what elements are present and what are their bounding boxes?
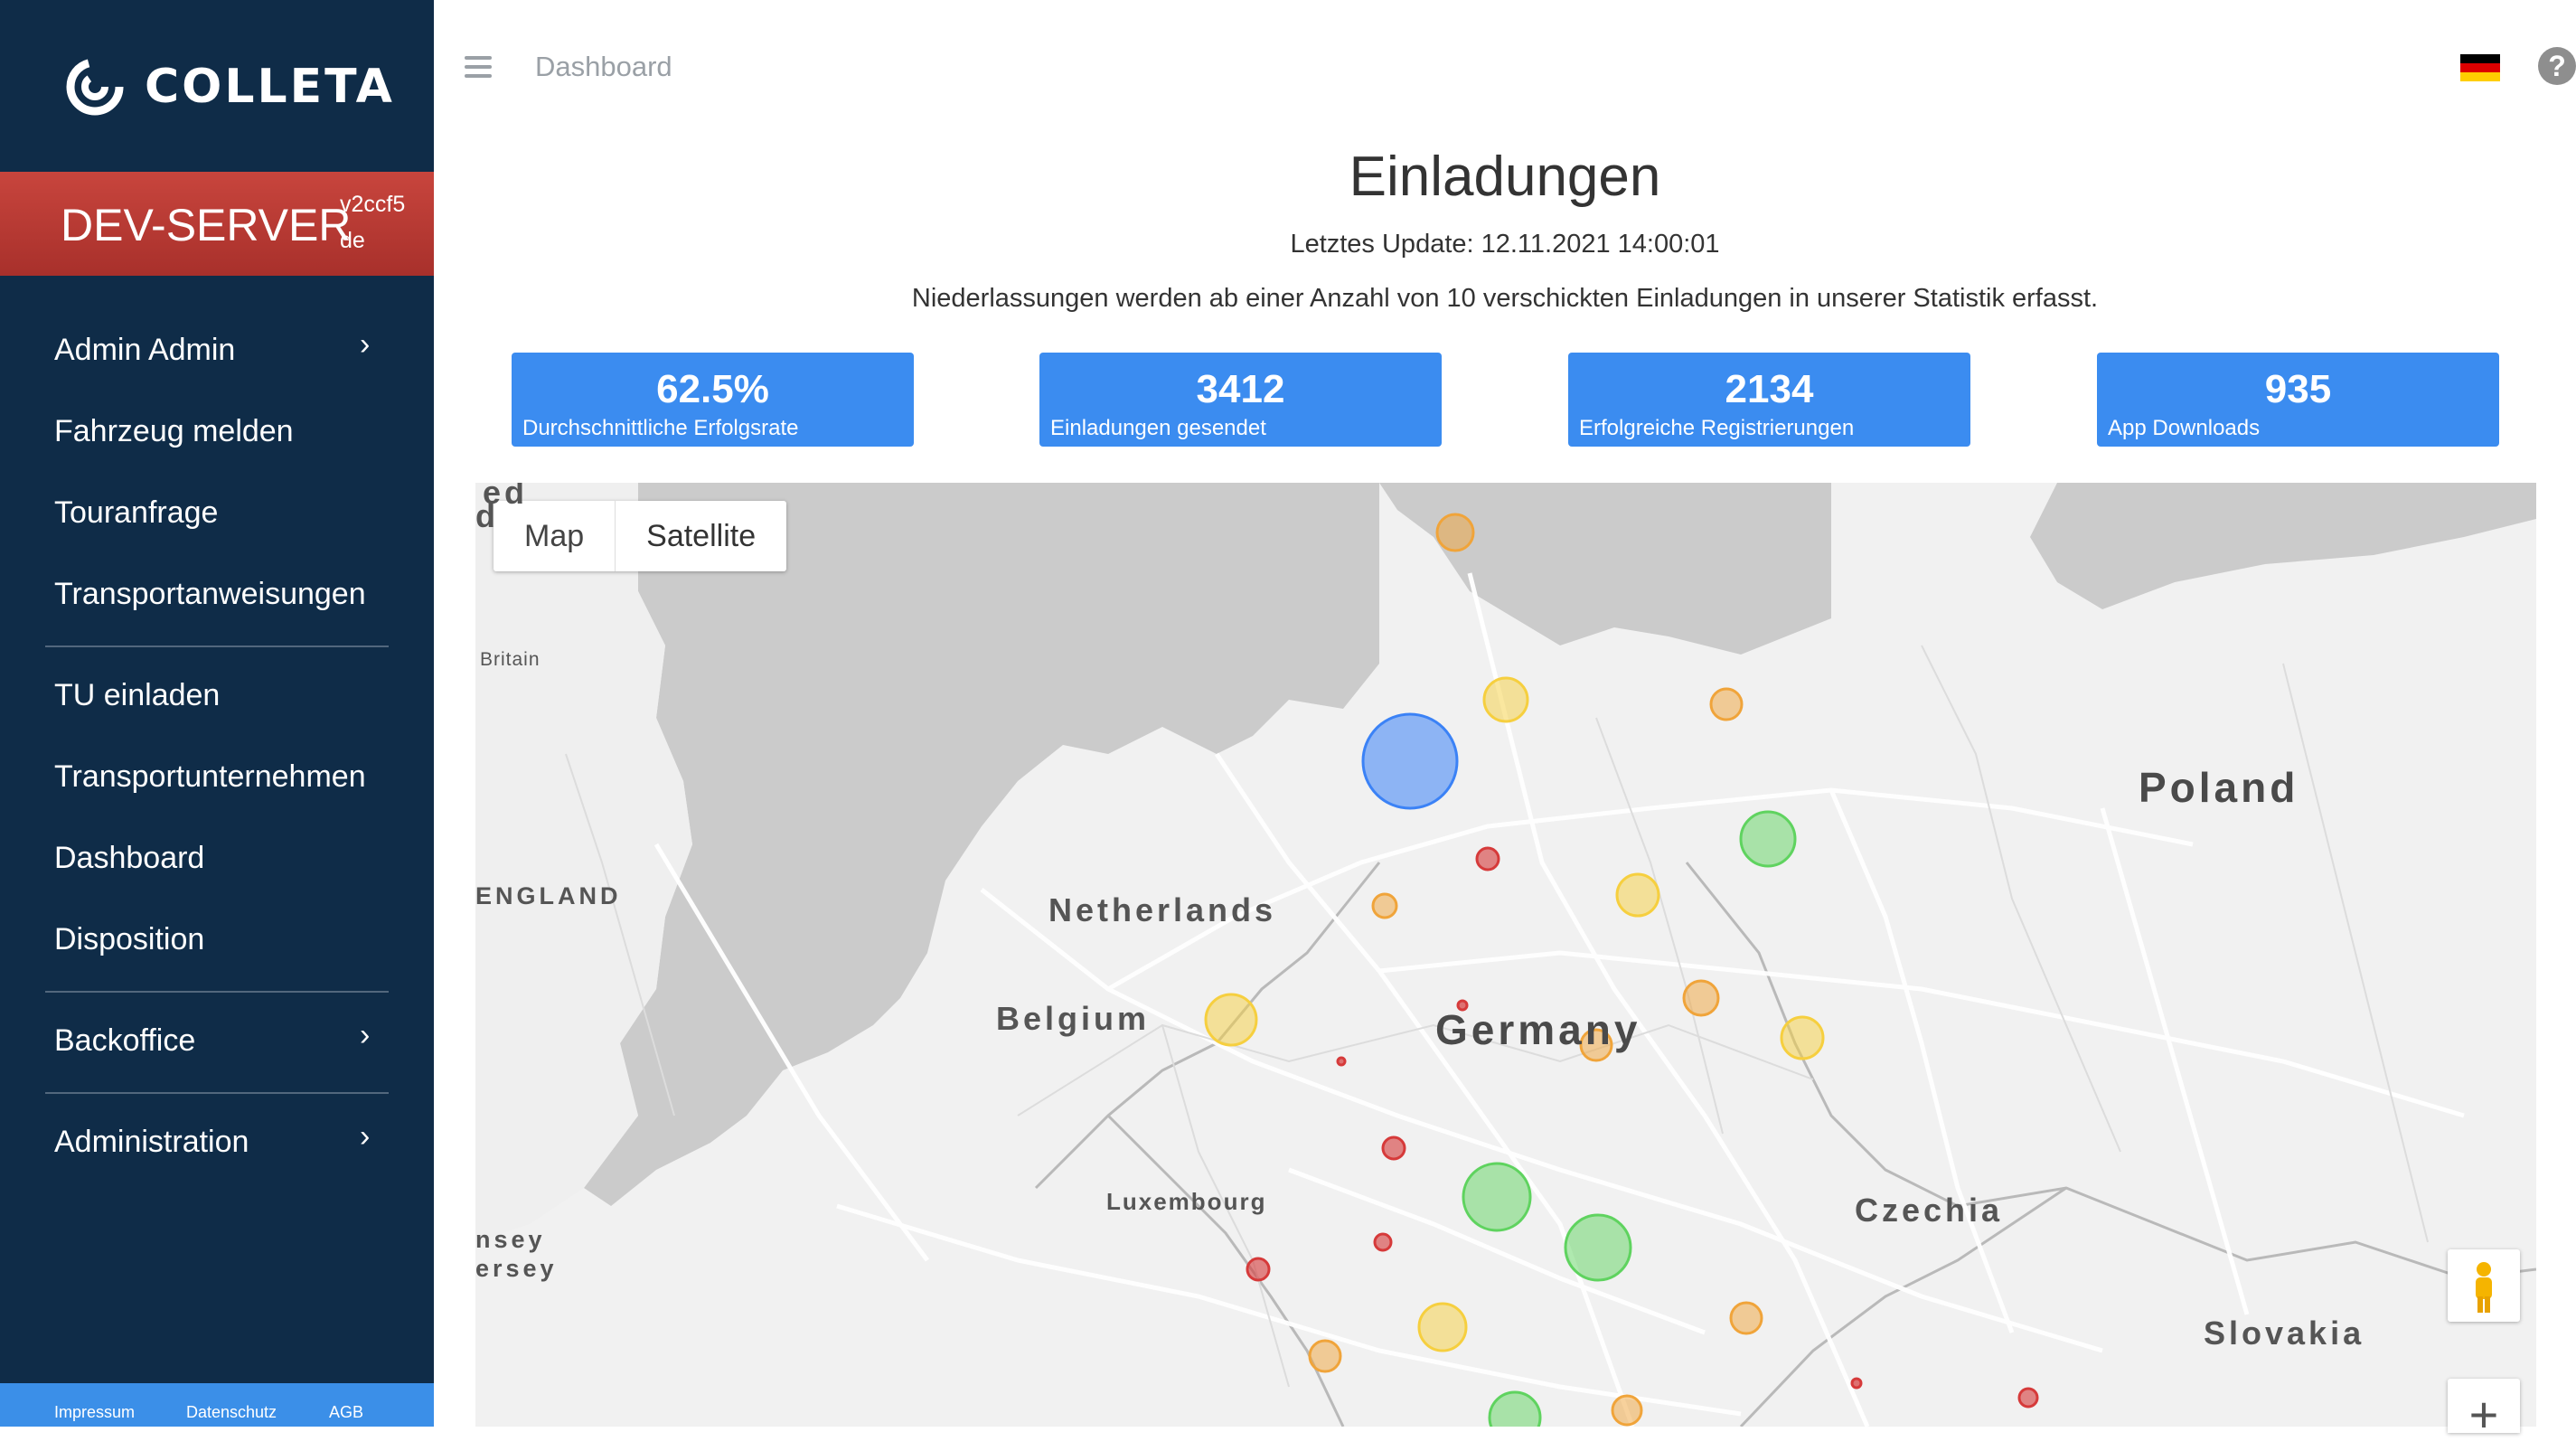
map-label-poland: Poland <box>2139 764 2299 811</box>
sidebar-item-admin-admin[interactable]: Admin Admin <box>54 333 236 367</box>
map-label-germany: Germany <box>1435 1006 1641 1053</box>
sidebar-item-transportunternehmen[interactable]: Transportunternehmen <box>54 759 366 794</box>
help-icon[interactable]: ? <box>2538 47 2576 85</box>
sidebar-item-backoffice[interactable]: Backoffice <box>54 1023 196 1058</box>
server-language: de <box>340 228 365 253</box>
chevron-right-icon[interactable]: › <box>360 1018 371 1052</box>
sidebar-item-dashboard[interactable]: Dashboard <box>54 841 205 875</box>
stat-label: Durchschnittliche Erfolgsrate <box>522 416 799 440</box>
nav-divider <box>45 991 389 993</box>
breadcrumb: Dashboard <box>535 51 672 82</box>
stat-value: 62.5% <box>656 367 769 411</box>
zoom-in-button[interactable]: + <box>2448 1379 2520 1443</box>
footer-link-agb[interactable]: AGB <box>329 1403 364 1421</box>
stat-value: 2134 <box>1725 367 1814 411</box>
footer-link-impressum[interactable]: Impressum <box>54 1403 136 1421</box>
map-background <box>475 483 2536 1427</box>
sidebar-item-fahrzeug-melden[interactable]: Fahrzeug melden <box>54 414 294 448</box>
sidebar-item-touranfrage[interactable]: Touranfrage <box>54 495 219 530</box>
chevron-right-icon[interactable]: › <box>360 1119 371 1154</box>
map-label-jersey: ersey <box>475 1255 558 1282</box>
map-label-slovakia: Slovakia <box>2204 1314 2365 1352</box>
stat-label: Einladungen gesendet <box>1050 416 1266 440</box>
brand-name: COLLETA <box>145 60 395 114</box>
hamburger-menu-icon[interactable] <box>465 56 492 78</box>
map-label-fragment: d <box>475 497 499 534</box>
stat-card-invitations-sent: 3412 Einladungen gesendet <box>1039 353 1442 447</box>
map-label-belgium: Belgium <box>996 1000 1151 1037</box>
sidebar-item-transportanweisungen[interactable]: Transportanweisungen <box>54 577 366 611</box>
brand-logo[interactable]: COLLETA <box>63 47 395 127</box>
street-view-pegman-icon[interactable] <box>2448 1249 2520 1322</box>
map-label-britain: Britain <box>480 649 541 670</box>
sidebar-item-tu-einladen[interactable]: TU einladen <box>54 678 221 712</box>
stat-value: 3412 <box>1196 367 1285 411</box>
stat-value: 935 <box>2264 367 2332 411</box>
sidebar-footer: Impressum Datenschutz AGB <box>0 1383 434 1427</box>
map-label-fragment: ed <box>483 483 529 511</box>
statistics-note: Niederlassungen werden ab einer Anzahl v… <box>911 284 2099 313</box>
last-update: Letztes Update: 12.11.2021 14:00:01 <box>1290 230 1720 259</box>
map-label-czechia: Czechia <box>1855 1192 2004 1229</box>
nav-divider <box>45 645 389 647</box>
sidebar: COLLETA DEV-SERVER v2ccf5 de Admin Admin… <box>0 0 434 1427</box>
invitation-map[interactable]: Map Satellite ed d Britain ENGLAND Polan… <box>475 483 2536 1427</box>
page-title: Einladungen <box>1349 146 1661 208</box>
sidebar-item-disposition[interactable]: Disposition <box>54 922 205 956</box>
map-label-netherlands: Netherlands <box>1048 891 1277 928</box>
server-name: DEV-SERVER <box>61 200 352 250</box>
sidebar-item-administration[interactable]: Administration <box>54 1125 249 1159</box>
stat-card-registrations: 2134 Erfolgreiche Registrierungen <box>1568 353 1970 447</box>
stat-label: App Downloads <box>2108 416 2261 440</box>
stat-card-success-rate: 62.5% Durchschnittliche Erfolgsrate <box>512 353 914 447</box>
map-type-satellite-button[interactable]: Satellite <box>615 501 786 571</box>
server-version: v2ccf5 <box>340 192 406 217</box>
footer-link-datenschutz[interactable]: Datenschutz <box>186 1403 277 1421</box>
server-banner: DEV-SERVER v2ccf5 de <box>0 172 434 276</box>
map-label-england: ENGLAND <box>475 882 622 909</box>
map-label-luxembourg: Luxembourg <box>1106 1188 1267 1215</box>
german-flag-icon[interactable] <box>2460 54 2500 81</box>
map-label-guernsey: nsey <box>475 1226 546 1253</box>
chevron-right-icon[interactable]: › <box>360 327 371 362</box>
stat-label: Erfolgreiche Registrierungen <box>1579 416 1855 440</box>
map-type-control: Map Satellite <box>494 501 787 571</box>
map-type-map-button[interactable]: Map <box>524 519 585 553</box>
nav-divider <box>45 1092 389 1094</box>
colleta-logo-icon <box>66 58 124 116</box>
stat-card-app-downloads: 935 App Downloads <box>2097 353 2499 447</box>
